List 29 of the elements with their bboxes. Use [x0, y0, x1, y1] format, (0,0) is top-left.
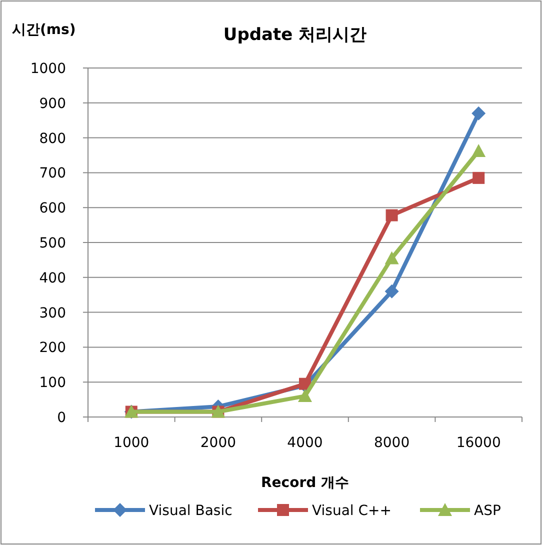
y-tick-label: 900 — [39, 96, 66, 112]
legend-label: ASP — [474, 503, 501, 519]
y-tick-label: 700 — [39, 166, 66, 182]
point — [472, 106, 486, 120]
legend-label: Visual C++ — [312, 503, 392, 519]
point — [472, 144, 486, 158]
y-tick-label: 500 — [39, 236, 66, 252]
y-tick-label: 200 — [39, 340, 66, 356]
x-tick-label: 1000 — [114, 435, 150, 451]
y-tick-label: 1000 — [30, 61, 66, 77]
legend-label: Visual Basic — [149, 503, 232, 519]
point — [386, 209, 398, 222]
x-axis-title: Record 개수 — [261, 475, 349, 491]
y-tick-label: 0 — [57, 410, 66, 426]
point — [384, 284, 399, 298]
x-tick-label: 16000 — [456, 435, 501, 451]
y-axis-title: 시간(ms) — [12, 22, 76, 38]
y-tick-label: 800 — [39, 130, 66, 147]
point — [384, 251, 399, 264]
y-tick-label: 600 — [39, 200, 66, 217]
y-tick-label: 100 — [39, 375, 66, 392]
x-tick-label: 8000 — [374, 435, 410, 451]
x-tick-label: 2000 — [200, 435, 236, 451]
y-tick-label: 300 — [39, 305, 66, 322]
chart-title: Update 처리시간 — [223, 25, 367, 45]
y-tick-label: 400 — [39, 270, 66, 286]
point — [472, 172, 485, 184]
point — [298, 389, 312, 402]
x-tick-label: 4000 — [287, 435, 323, 451]
